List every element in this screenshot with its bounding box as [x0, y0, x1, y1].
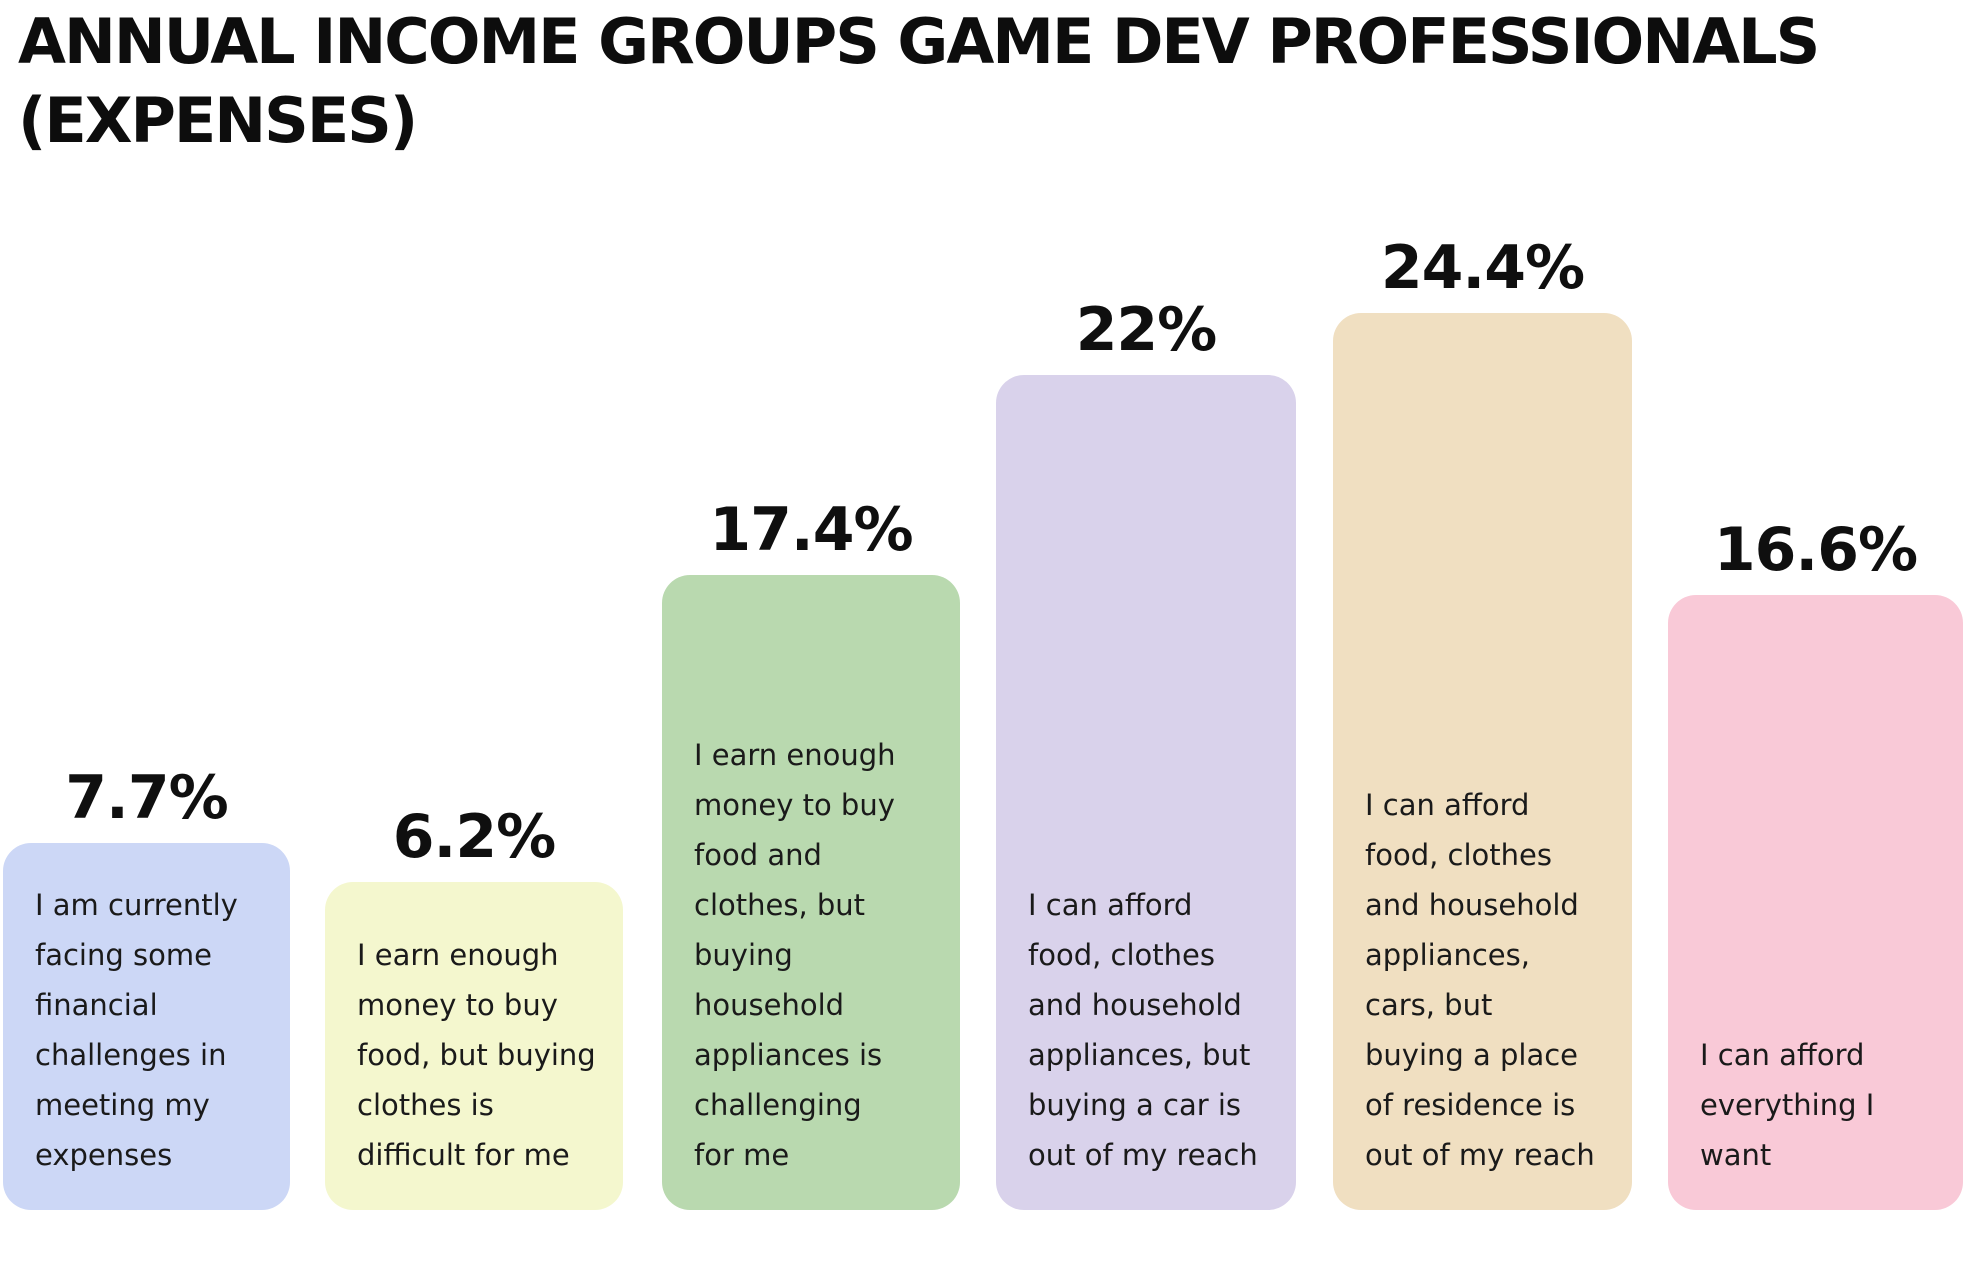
bar-everything: I can afford everything I want — [1668, 595, 1963, 1210]
bar-description: I can afford food, clothes and household… — [1365, 788, 1595, 1172]
bar-clothes-not-appliances: I earn enough money to buy food and clot… — [662, 575, 960, 1210]
chart-title: ANNUAL INCOME GROUPS GAME DEV PROFESSION… — [18, 5, 1820, 157]
bar-value-label: 6.2% — [392, 802, 556, 872]
bar-description: I am currently facing some financial cha… — [35, 888, 238, 1172]
bar-value-label: 24.4% — [1380, 233, 1585, 303]
bar-value-label: 7.7% — [65, 763, 228, 833]
bar-financial-challenges: I am currently facing some financial cha… — [3, 843, 290, 1210]
bar-description: I earn enough money to buy food and clot… — [694, 738, 896, 1172]
bar-car-not-residence: I can afford food, clothes and household… — [1333, 313, 1632, 1210]
bar-description: I earn enough money to buy food, but buy… — [357, 938, 596, 1172]
bar-description: I can afford everything I want — [1700, 1038, 1875, 1172]
bar-value-label: 22% — [1075, 295, 1218, 365]
bar-appliances-not-car: I can afford food, clothes and household… — [996, 375, 1296, 1210]
bar-value-label: 16.6% — [1713, 515, 1918, 585]
bar-description: I can afford food, clothes and household… — [1028, 888, 1258, 1172]
bar-food-not-clothes: I earn enough money to buy food, but buy… — [325, 882, 623, 1210]
bar-value-label: 17.4% — [709, 495, 913, 565]
